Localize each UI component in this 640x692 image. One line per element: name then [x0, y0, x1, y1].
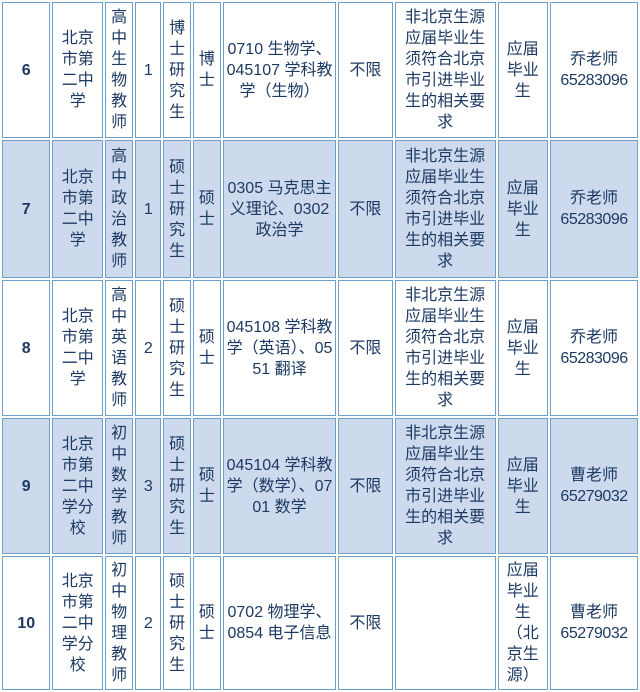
cell-requirement: 非北京生源应届毕业生须符合北京市引进毕业生的相关要求: [394, 2, 496, 138]
cell-education: 硕士研究生: [163, 140, 191, 278]
cell-seq: 6: [2, 2, 51, 138]
contact-name: 乔老师: [570, 190, 619, 207]
cell-requirement: [394, 556, 496, 690]
cell-count: 3: [135, 418, 162, 554]
cell-grad-type: 应届毕业生: [497, 2, 549, 138]
cell-requirement: 非北京生源应届毕业生须符合北京市引进毕业生的相关要求: [394, 280, 496, 416]
cell-limit: 不限: [338, 556, 393, 690]
contact-name: 乔老师: [570, 329, 619, 346]
cell-grad-type: 应届毕业生: [497, 418, 549, 554]
cell-school: 北京市第二中学分校: [52, 418, 103, 554]
cell-education: 硕士研究生: [163, 556, 191, 690]
table-row: 7 北京市第二中学 高中政治教师 1 硕士研究生 硕士 0305 马克思主义理论…: [2, 140, 638, 278]
cell-school: 北京市第二中学: [52, 2, 103, 138]
cell-position: 高中英语教师: [104, 280, 134, 416]
table-row: 9 北京市第二中学分校 初中数学教师 3 硕士研究生 硕士 045104 学科教…: [2, 418, 638, 554]
cell-seq: 7: [2, 140, 51, 278]
contact-name: 乔老师: [570, 51, 619, 68]
cell-requirement: 非北京生源应届毕业生须符合北京市引进毕业生的相关要求: [394, 140, 496, 278]
cell-grad-type: 应届毕业生: [497, 280, 549, 416]
cell-contact: 曹老师 65279032: [550, 418, 638, 554]
cell-contact: 乔老师 65283096: [550, 140, 638, 278]
cell-position: 高中生物教师: [104, 2, 134, 138]
cell-education: 博士研究生: [163, 2, 191, 138]
contact-phone: 65283096: [560, 350, 628, 367]
cell-requirement: 非北京生源应届毕业生须符合北京市引进毕业生的相关要求: [394, 418, 496, 554]
cell-seq: 8: [2, 280, 51, 416]
cell-majors: 0305 马克思主义理论、0302 政治学: [222, 140, 337, 278]
contact-phone: 65283096: [560, 72, 628, 89]
cell-limit: 不限: [338, 280, 393, 416]
contact-phone: 65283096: [560, 211, 628, 228]
cell-grad-type: 应届毕业生: [497, 140, 549, 278]
cell-school: 北京市第二中学分校: [52, 556, 103, 690]
cell-education: 硕士研究生: [163, 280, 191, 416]
contact-name: 曹老师: [570, 604, 619, 621]
cell-majors: 0710 生物学、045107 学科教学（生物）: [222, 2, 337, 138]
cell-grad-type: 应届毕业生（北京生源）: [497, 556, 549, 690]
cell-seq: 10: [2, 556, 51, 690]
cell-degree: 硕士: [192, 280, 221, 416]
cell-count: 1: [135, 140, 162, 278]
cell-degree: 博士: [192, 2, 221, 138]
cell-contact: 乔老师 65283096: [550, 2, 638, 138]
cell-school: 北京市第二中学: [52, 140, 103, 278]
cell-degree: 硕士: [192, 556, 221, 690]
cell-position: 高中政治教师: [104, 140, 134, 278]
cell-count: 2: [135, 280, 162, 416]
cell-position: 初中物理教师: [104, 556, 134, 690]
contact-phone: 65279032: [560, 488, 628, 505]
table-row: 8 北京市第二中学 高中英语教师 2 硕士研究生 硕士 045108 学科教学（…: [2, 280, 638, 416]
cell-majors: 0702 物理学、0854 电子信息: [222, 556, 337, 690]
cell-count: 1: [135, 2, 162, 138]
cell-contact: 乔老师 65283096: [550, 280, 638, 416]
contact-name: 曹老师: [570, 467, 619, 484]
cell-count: 2: [135, 556, 162, 690]
table-row: 10 北京市第二中学分校 初中物理教师 2 硕士研究生 硕士 0702 物理学、…: [2, 556, 638, 690]
cell-majors: 045108 学科教学（英语）、0551 翻译: [222, 280, 337, 416]
contact-phone: 65279032: [560, 625, 628, 642]
cell-majors: 045104 学科教学（数学）、0701 数学: [222, 418, 337, 554]
cell-limit: 不限: [338, 2, 393, 138]
cell-degree: 硕士: [192, 418, 221, 554]
cell-limit: 不限: [338, 418, 393, 554]
cell-seq: 9: [2, 418, 51, 554]
cell-contact: 曹老师 65279032: [550, 556, 638, 690]
cell-degree: 硕士: [192, 140, 221, 278]
cell-education: 硕士研究生: [163, 418, 191, 554]
cell-school: 北京市第二中学: [52, 280, 103, 416]
cell-limit: 不限: [338, 140, 393, 278]
cell-position: 初中数学教师: [104, 418, 134, 554]
table-row: 6 北京市第二中学 高中生物教师 1 博士研究生 博士 0710 生物学、045…: [2, 2, 638, 138]
